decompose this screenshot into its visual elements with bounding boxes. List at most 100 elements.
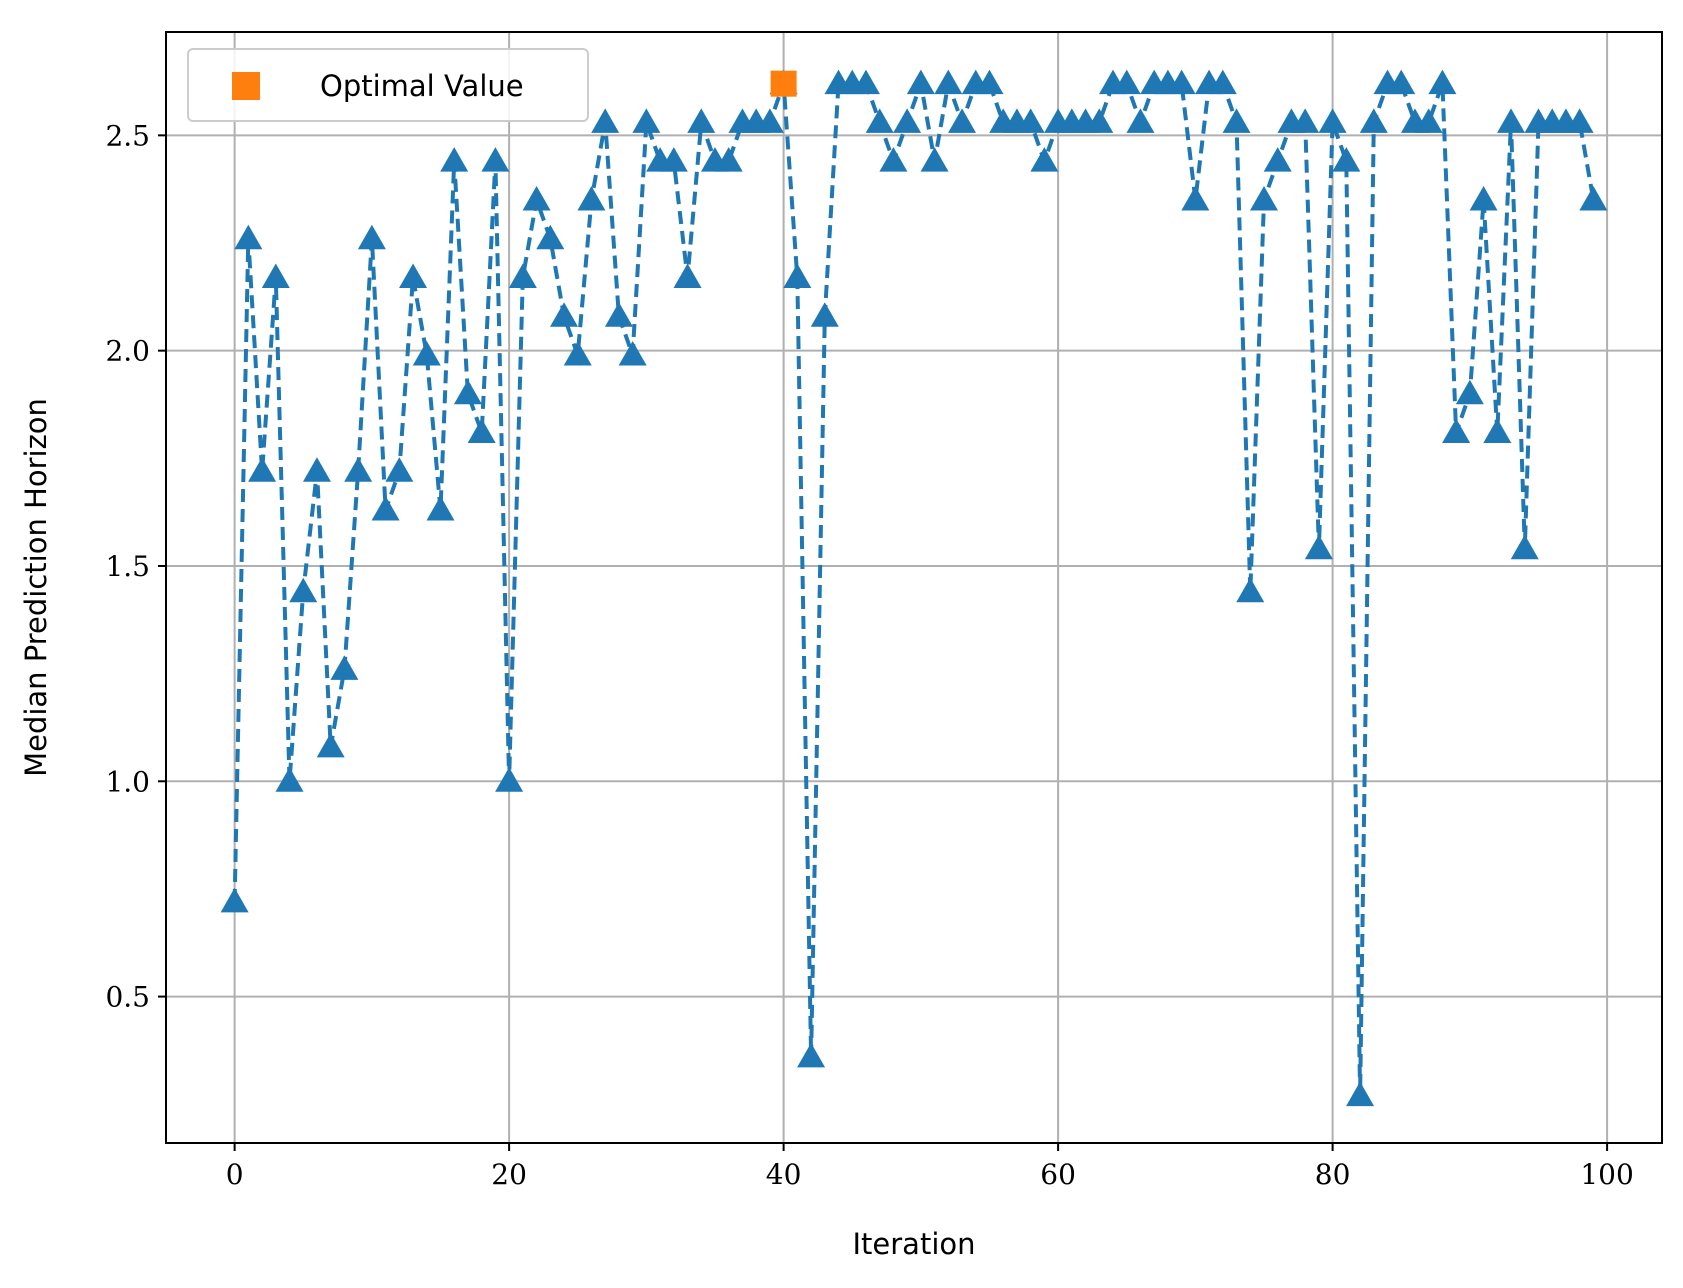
data-point-triangle xyxy=(893,108,922,133)
data-point-triangle xyxy=(618,340,647,366)
data-point-triangle xyxy=(1359,108,1388,133)
data-point-triangle xyxy=(1483,418,1512,443)
data-point-triangle xyxy=(508,263,537,288)
data-point-triangle xyxy=(220,887,249,913)
data-point-triangle xyxy=(1263,147,1292,172)
data-point-triangle xyxy=(289,577,318,603)
data-point-triangle xyxy=(399,263,428,288)
legend-label-optimal-value: Optimal Value xyxy=(320,69,524,103)
data-point-triangle xyxy=(1112,69,1141,95)
data-point-triangle xyxy=(1455,379,1484,405)
legend: Optimal Value xyxy=(187,48,589,122)
data-point-triangle xyxy=(1304,534,1333,560)
data-point-triangle xyxy=(1579,185,1608,211)
legend-marker-square xyxy=(232,72,260,100)
data-point-triangle xyxy=(1167,69,1196,95)
data-point-triangle xyxy=(536,224,565,250)
data-point-triangle xyxy=(440,147,469,172)
data-point-triangle xyxy=(577,185,606,211)
x-tick-label: 60 xyxy=(1040,1158,1076,1191)
data-point-triangle xyxy=(1387,69,1416,95)
data-point-triangle xyxy=(453,379,482,405)
y-tick-label: 2.0 xyxy=(105,335,150,368)
x-tick-label: 40 xyxy=(766,1158,802,1191)
data-point-triangle xyxy=(1249,185,1278,211)
data-point-triangle xyxy=(851,69,880,95)
data-point-triangle xyxy=(330,655,359,680)
data-point-triangle xyxy=(275,767,304,792)
grid xyxy=(166,32,1662,1143)
data-point-triangle xyxy=(1236,577,1265,603)
data-point-triangle xyxy=(604,302,633,327)
data-point-triangle xyxy=(357,224,386,250)
data-point-triangle xyxy=(1222,108,1251,133)
data-point-triangle xyxy=(1291,108,1320,133)
data-point-triangle xyxy=(1016,108,1045,133)
data-point-triangle xyxy=(1030,147,1059,172)
data-point-triangle xyxy=(1497,108,1526,133)
x-tick-label: 80 xyxy=(1315,1158,1351,1191)
x-tick-label: 100 xyxy=(1580,1158,1633,1191)
data-point-triangle xyxy=(467,418,496,443)
data-point-triangle xyxy=(248,457,277,482)
data-point-triangle xyxy=(550,302,579,327)
data-point-triangle xyxy=(495,767,524,792)
data-point-triangle xyxy=(934,69,963,95)
data-point-triangle xyxy=(1565,108,1594,133)
data-point-triangle xyxy=(234,224,263,250)
data-point-triangle xyxy=(948,108,977,133)
optimal-value-marker xyxy=(770,70,797,97)
data-point-triangle xyxy=(865,108,894,133)
data-point-triangle xyxy=(385,457,414,482)
data-point-triangle xyxy=(261,263,290,288)
data-point-triangle xyxy=(591,108,620,133)
data-point-triangle xyxy=(920,147,949,172)
data-point-triangle xyxy=(1414,108,1443,133)
data-point-triangle xyxy=(522,185,551,211)
data-point-triangle xyxy=(1318,108,1347,133)
axis-ticks: 0 20 40 60 80 100 0.5 1.0 1.5 2.0 2.5 xyxy=(105,119,1633,1191)
y-tick-label: 0.5 xyxy=(105,981,150,1014)
data-point-triangle xyxy=(1332,147,1361,172)
plot-frame xyxy=(165,31,1663,1144)
data-point-triangle xyxy=(302,457,331,482)
data-point-triangle xyxy=(1428,69,1457,95)
series-line xyxy=(232,81,1596,1098)
y-tick-label: 1.0 xyxy=(105,765,150,798)
data-point-triangle xyxy=(412,340,441,366)
y-axis-title: Median Prediction Horizon xyxy=(19,398,53,777)
data-point-triangle xyxy=(344,457,373,482)
x-tick-label: 20 xyxy=(491,1158,527,1191)
x-tick-label: 0 xyxy=(226,1158,244,1191)
data-point-triangle xyxy=(673,263,702,288)
data-point-triangle xyxy=(797,1042,826,1068)
data-point-triangle xyxy=(316,732,345,758)
data-point-triangle xyxy=(714,147,743,172)
data-point-triangle xyxy=(426,495,455,521)
data-point-triangle xyxy=(755,108,784,133)
data-point-triangle xyxy=(1181,185,1210,211)
y-tick-label: 2.5 xyxy=(105,119,150,152)
data-point-triangle xyxy=(563,340,592,366)
data-point-triangle xyxy=(687,108,716,133)
data-point-triangle xyxy=(1085,108,1114,133)
y-tick-label: 1.5 xyxy=(105,550,150,583)
data-point-triangle xyxy=(1208,69,1237,95)
data-point-triangle xyxy=(371,495,400,521)
data-point-triangle xyxy=(1126,108,1155,133)
data-point-triangle xyxy=(1510,534,1539,560)
data-point-triangle xyxy=(632,108,661,133)
data-point-triangle xyxy=(783,263,812,288)
data-point-triangle xyxy=(975,69,1004,95)
data-point-triangle xyxy=(659,147,688,172)
data-point-triangle xyxy=(1469,185,1498,211)
data-point-triangle xyxy=(1442,418,1471,443)
data-point-triangle xyxy=(906,69,935,95)
data-point-triangle xyxy=(879,147,908,172)
x-axis-title: Iteration xyxy=(852,1227,975,1261)
legend-box xyxy=(187,48,589,122)
data-point-triangle xyxy=(810,302,839,327)
data-point-triangle xyxy=(1346,1081,1375,1107)
plot-area xyxy=(220,69,1608,1107)
